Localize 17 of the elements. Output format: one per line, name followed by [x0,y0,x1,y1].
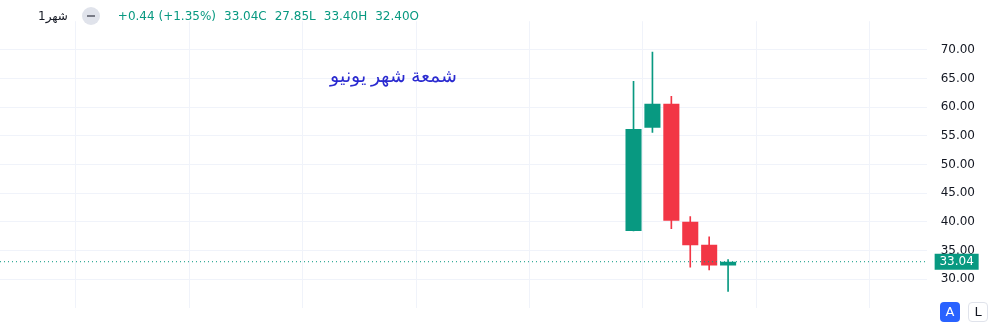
y-tick-label: 50.00 [940,156,976,171]
chart-title: 1شهر [38,9,68,23]
annotation: شمعة شهر يونيو [330,64,457,87]
text: L [968,302,988,322]
y-tick-label: 30.00 [940,271,976,286]
annotation: +0.44 (+1.35%) [117,9,216,23]
y-tick-label: 70.00 [940,41,976,56]
y-tick-label: 55.00 [940,127,976,142]
annotation: 27.85L [274,9,316,23]
annotation: 33.04C [224,9,267,23]
y-tick-label: 40.00 [940,213,976,228]
y-tick-label: 60.00 [940,99,976,114]
annotation: 33.40H [323,9,368,23]
text: A [940,302,960,322]
y-tick-label: 45.00 [940,185,976,200]
annotation: 32.40O [375,9,419,23]
y-tick-label: 65.00 [940,70,976,85]
